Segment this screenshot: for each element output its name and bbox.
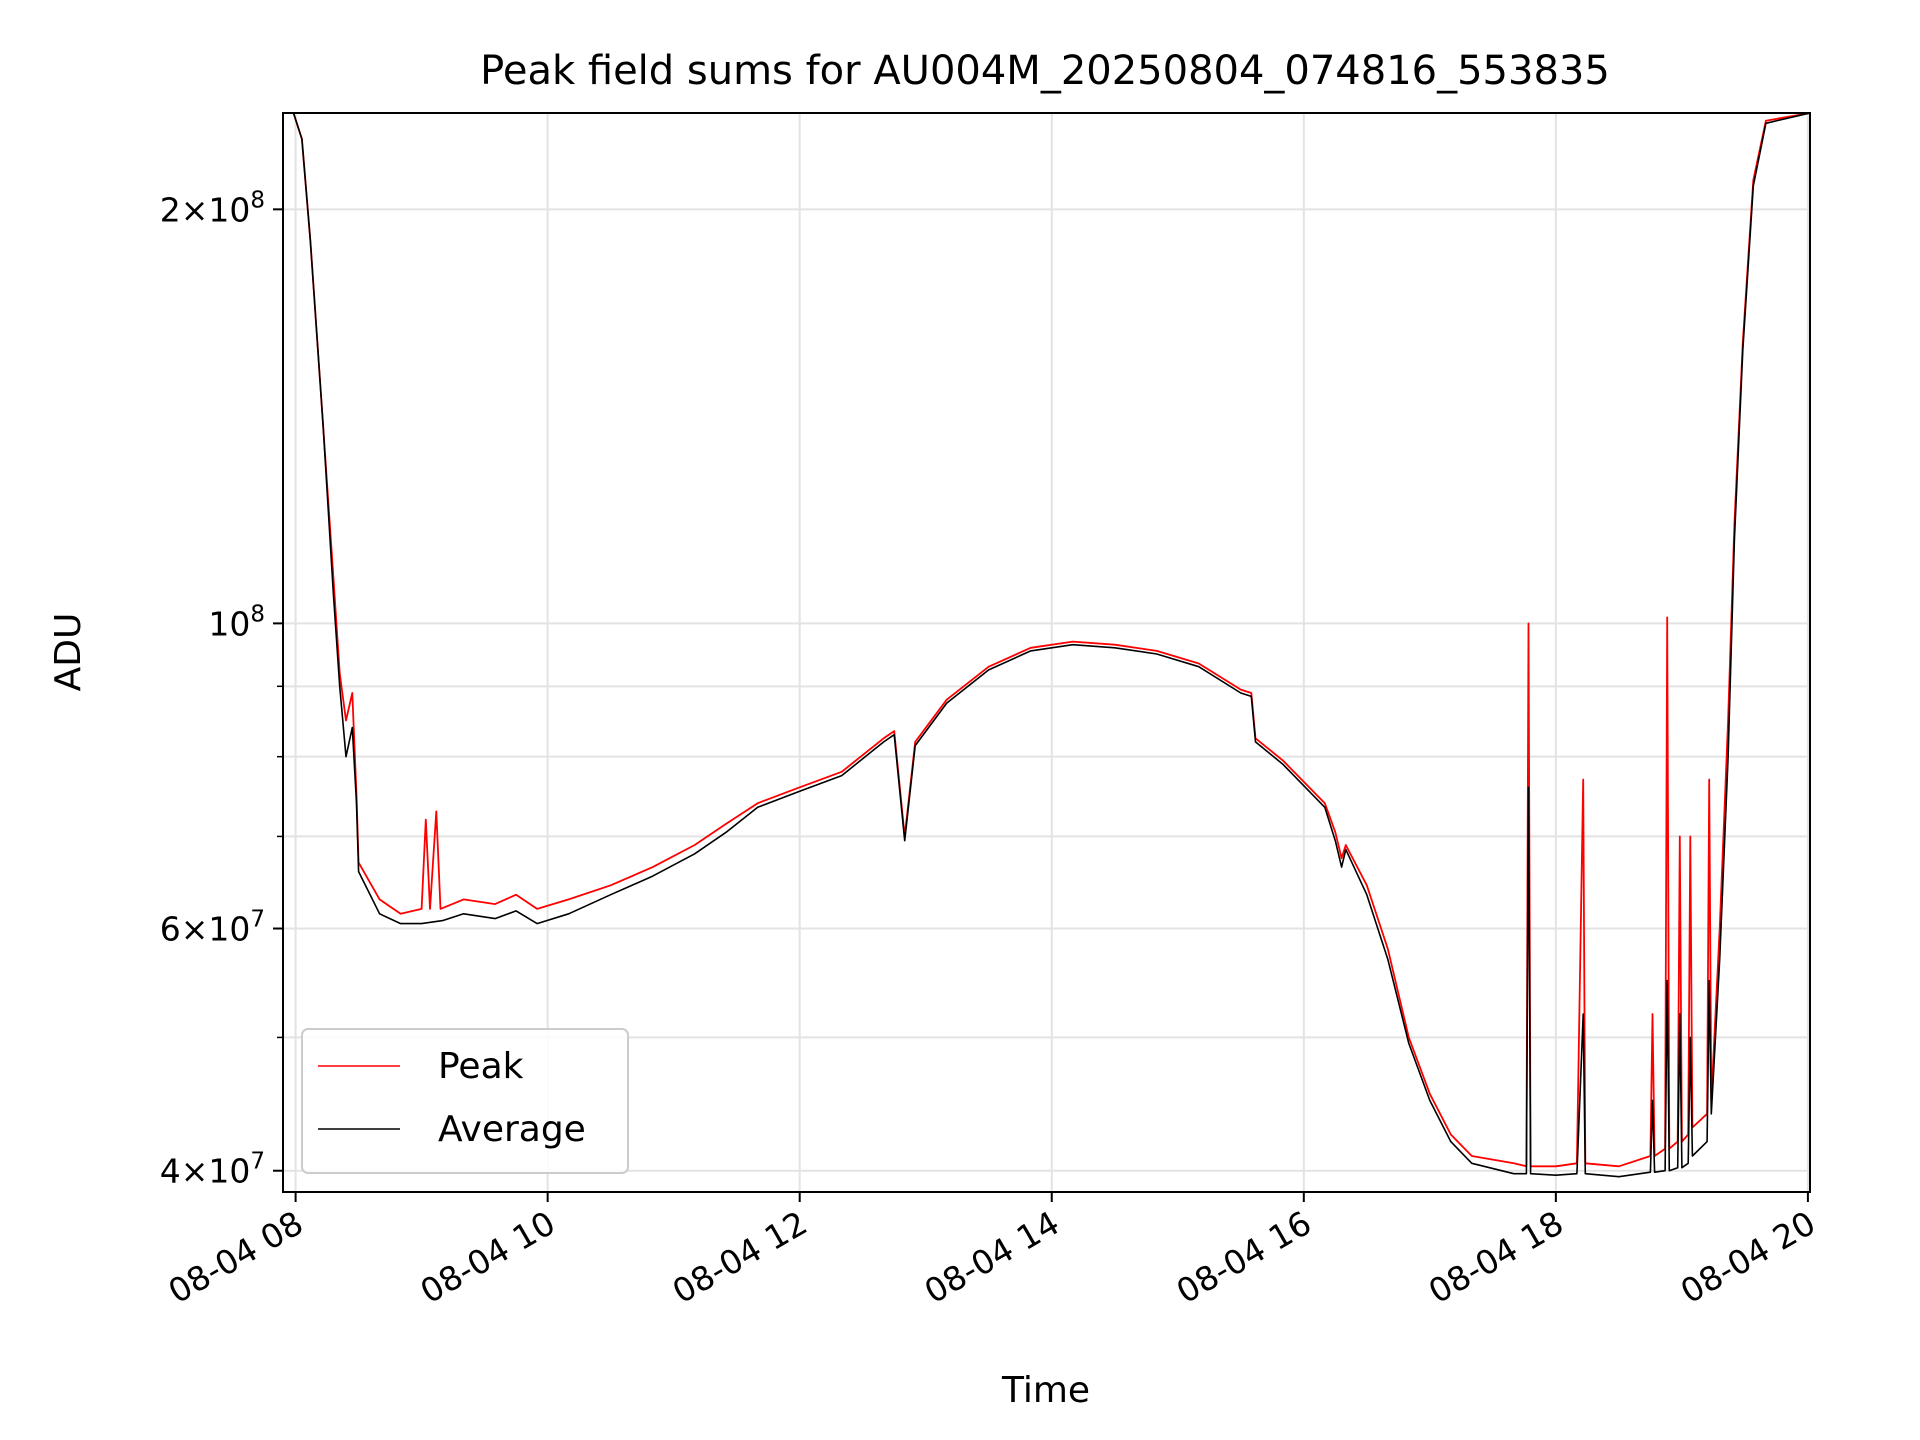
legend-box bbox=[301, 1028, 629, 1174]
x-tick-label: 08-04 20 bbox=[1674, 1203, 1822, 1311]
legend-average-label: Average bbox=[438, 1109, 586, 1150]
x-tick-label: 08-04 14 bbox=[918, 1203, 1066, 1311]
legend: Peak Average bbox=[301, 1028, 629, 1174]
y-tick-label: 2×108 bbox=[160, 187, 265, 229]
y-axis: 4×107 6×107 108 2×108 bbox=[160, 187, 283, 1191]
x-tick-label: 08-04 18 bbox=[1422, 1203, 1570, 1311]
x-axis-label: Time bbox=[1001, 1370, 1090, 1411]
x-axis: 08-04 08 08-04 10 08-04 12 08-04 14 08-04 16… bbox=[162, 1192, 1822, 1311]
y-tick-label: 6×107 bbox=[160, 907, 265, 949]
series-line-average bbox=[283, 113, 1810, 1178]
x-tick-label: 08-04 08 bbox=[162, 1203, 310, 1311]
x-tick-label: 08-04 16 bbox=[1170, 1203, 1318, 1311]
y-axis-label: ADU bbox=[48, 613, 89, 692]
y-tick-label: 4×107 bbox=[160, 1149, 265, 1191]
legend-peak-label: Peak bbox=[438, 1046, 524, 1087]
x-tick-label: 08-04 10 bbox=[414, 1203, 562, 1311]
plot-frame bbox=[282, 112, 1811, 1193]
y-tick-label: 108 bbox=[208, 601, 265, 643]
series-line-peak bbox=[283, 113, 1810, 1168]
chart-title: Peak field sums for AU004M_20250804_0748… bbox=[480, 48, 1610, 94]
x-tick-label: 08-04 12 bbox=[666, 1203, 814, 1311]
plot-lines bbox=[283, 113, 1810, 1178]
